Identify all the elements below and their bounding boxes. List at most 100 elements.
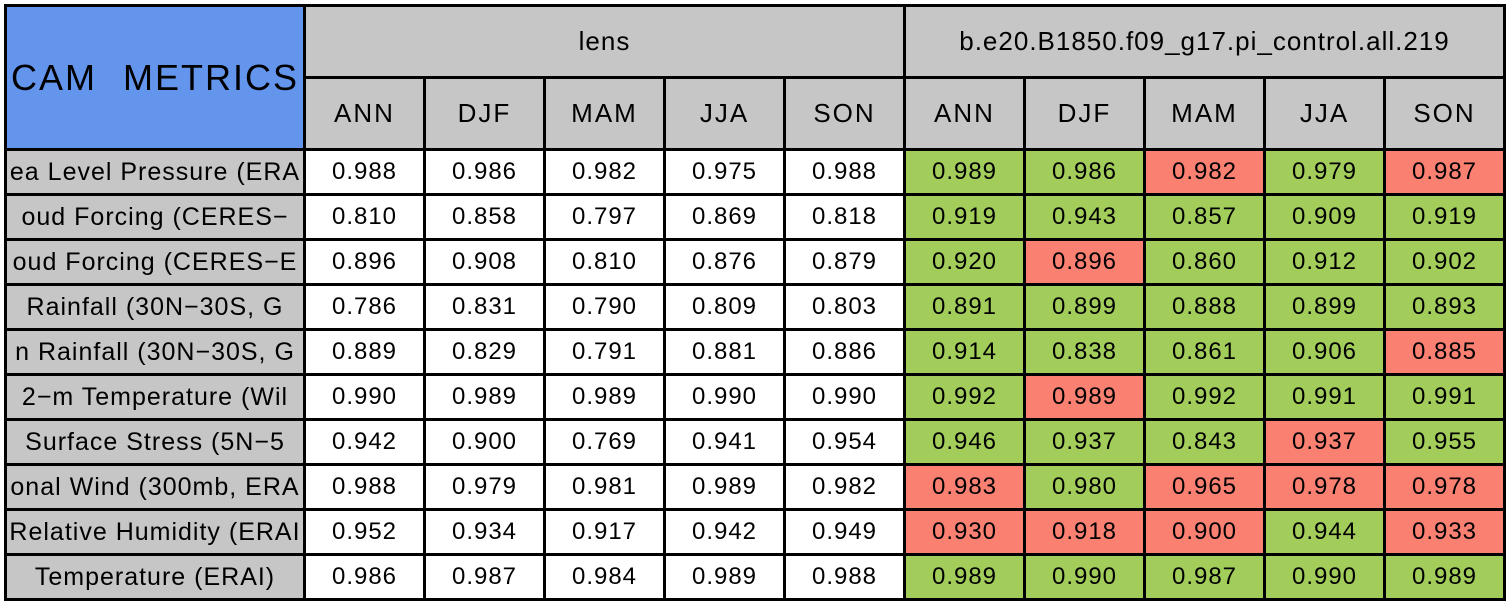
lens-value-cell: 0.896 (303, 238, 426, 286)
control-value-cell: 0.899 (1263, 283, 1386, 331)
season-header: DJF (423, 76, 546, 151)
control-value-cell: 0.978 (1263, 463, 1386, 511)
lens-value-cell: 0.990 (783, 373, 906, 421)
lens-value-cell: 0.989 (543, 373, 666, 421)
lens-value-cell: 0.900 (423, 418, 546, 466)
control-value-cell: 0.861 (1143, 328, 1266, 376)
lens-value-cell: 0.769 (543, 418, 666, 466)
lens-value-cell: 0.952 (303, 508, 426, 556)
control-value-cell: 0.914 (903, 328, 1026, 376)
control-value-cell: 0.992 (903, 373, 1026, 421)
table-row: 2−m Temperature (Wil 0.990 0.989 0.989 0.990… (4, 373, 1506, 421)
control-value-cell: 0.919 (1383, 193, 1506, 241)
metric-label: Rainfall (30N−30S, G (4, 283, 306, 331)
control-value-cell: 0.900 (1143, 508, 1266, 556)
control-value-cell: 0.965 (1143, 463, 1266, 511)
season-header: DJF (1023, 76, 1146, 151)
control-value-cell: 0.983 (903, 463, 1026, 511)
metric-label: onal Wind (300mb, ERA (4, 463, 306, 511)
control-value-cell: 0.899 (1023, 283, 1146, 331)
lens-value-cell: 0.869 (663, 193, 786, 241)
table-row: oud Forcing (CERES−E 0.896 0.908 0.810 0.876… (4, 238, 1506, 286)
control-value-cell: 0.989 (1023, 373, 1146, 421)
control-value-cell: 0.978 (1383, 463, 1506, 511)
control-value-cell: 0.930 (903, 508, 1026, 556)
lens-value-cell: 0.987 (423, 553, 546, 601)
metric-label: Surface Stress (5N−5 (4, 418, 306, 466)
control-value-cell: 0.920 (903, 238, 1026, 286)
lens-value-cell: 0.988 (783, 148, 906, 196)
control-value-cell: 0.893 (1383, 283, 1506, 331)
lens-value-cell: 0.988 (783, 553, 906, 601)
lens-value-cell: 0.989 (423, 373, 546, 421)
metric-label: n Rainfall (30N−30S, G (4, 328, 306, 376)
control-value-cell: 0.902 (1383, 238, 1506, 286)
control-value-cell: 0.989 (903, 148, 1026, 196)
lens-value-cell: 0.810 (303, 193, 426, 241)
lens-value-cell: 0.949 (783, 508, 906, 556)
lens-value-cell: 0.917 (543, 508, 666, 556)
control-value-cell: 0.909 (1263, 193, 1386, 241)
control-value-cell: 0.989 (903, 553, 1026, 601)
lens-value-cell: 0.984 (543, 553, 666, 601)
lens-value-cell: 0.942 (303, 418, 426, 466)
season-header: JJA (1263, 76, 1386, 151)
metric-label: Temperature (ERAI) (4, 553, 306, 601)
lens-value-cell: 0.797 (543, 193, 666, 241)
control-value-cell: 0.906 (1263, 328, 1386, 376)
control-value-cell: 0.946 (903, 418, 1026, 466)
control-value-cell: 0.885 (1383, 328, 1506, 376)
column-group-pi-control: b.e20.B1850.f09_g17.pi_control.all.219 (903, 4, 1506, 79)
lens-value-cell: 0.989 (663, 463, 786, 511)
lens-value-cell: 0.791 (543, 328, 666, 376)
control-value-cell: 0.937 (1023, 418, 1146, 466)
table-row: oud Forcing (CERES− 0.810 0.858 0.797 0.869 0… (4, 193, 1506, 241)
lens-value-cell: 0.981 (543, 463, 666, 511)
season-header: ANN (303, 76, 426, 151)
control-value-cell: 0.860 (1143, 238, 1266, 286)
lens-value-cell: 0.818 (783, 193, 906, 241)
lens-value-cell: 0.809 (663, 283, 786, 331)
lens-value-cell: 0.982 (543, 148, 666, 196)
table-row: Relative Humidity (ERAI 0.952 0.934 0.917 0.… (4, 508, 1506, 556)
table-row: n Rainfall (30N−30S, G 0.889 0.829 0.791 0.8… (4, 328, 1506, 376)
lens-value-cell: 0.942 (663, 508, 786, 556)
table-row: Rainfall (30N−30S, G 0.786 0.831 0.790 0.809… (4, 283, 1506, 331)
control-value-cell: 0.991 (1383, 373, 1506, 421)
control-value-cell: 0.979 (1263, 148, 1386, 196)
season-header: MAM (543, 76, 666, 151)
control-value-cell: 0.918 (1023, 508, 1146, 556)
lens-value-cell: 0.986 (423, 148, 546, 196)
lens-value-cell: 0.881 (663, 328, 786, 376)
lens-value-cell: 0.829 (423, 328, 546, 376)
lens-value-cell: 0.941 (663, 418, 786, 466)
control-value-cell: 0.992 (1143, 373, 1266, 421)
lens-value-cell: 0.975 (663, 148, 786, 196)
column-group-lens: lens (303, 4, 906, 79)
lens-value-cell: 0.990 (303, 373, 426, 421)
lens-value-cell: 0.990 (663, 373, 786, 421)
control-value-cell: 0.955 (1383, 418, 1506, 466)
metric-label: ea Level Pressure (ERA (4, 148, 306, 196)
season-header: MAM (1143, 76, 1266, 151)
lens-value-cell: 0.988 (303, 148, 426, 196)
table-body: ea Level Pressure (ERA 0.988 0.986 0.982 0.9… (4, 148, 1506, 601)
table-title: CAM METRICS (4, 4, 306, 151)
control-value-cell: 0.838 (1023, 328, 1146, 376)
lens-value-cell: 0.786 (303, 283, 426, 331)
season-header: ANN (903, 76, 1026, 151)
header-season-row: ANN DJF MAM JJA SON ANN DJF MAM JJA SON (6, 76, 1506, 151)
control-value-cell: 0.989 (1383, 553, 1506, 601)
lens-value-cell: 0.982 (783, 463, 906, 511)
lens-value-cell: 0.803 (783, 283, 906, 331)
control-value-cell: 0.987 (1143, 553, 1266, 601)
control-value-cell: 0.933 (1383, 508, 1506, 556)
lens-value-cell: 0.858 (423, 193, 546, 241)
table-row: onal Wind (300mb, ERA 0.988 0.979 0.981 0.98… (4, 463, 1506, 511)
control-value-cell: 0.937 (1263, 418, 1386, 466)
control-value-cell: 0.896 (1023, 238, 1146, 286)
lens-value-cell: 0.876 (663, 238, 786, 286)
season-header: JJA (663, 76, 786, 151)
lens-value-cell: 0.810 (543, 238, 666, 286)
control-value-cell: 0.980 (1023, 463, 1146, 511)
